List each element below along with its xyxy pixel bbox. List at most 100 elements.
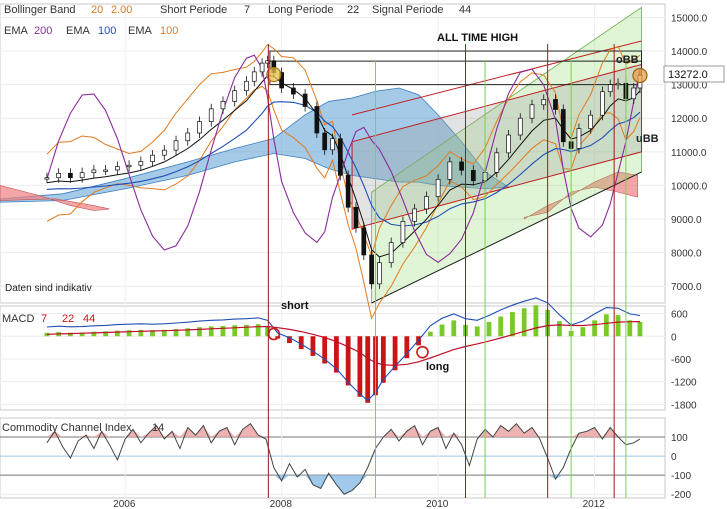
candle-body <box>115 166 120 171</box>
price-tick-label: 14000.0 <box>671 47 708 58</box>
macd-bar <box>103 331 109 337</box>
price-tick-label: 8000.0 <box>671 249 702 260</box>
macd-tick-label: -1800 <box>671 400 697 411</box>
ema100b-value: 100 <box>160 25 178 37</box>
macd-bar <box>185 328 191 337</box>
macd-label: MACD <box>2 313 34 325</box>
macd-bar <box>298 336 304 350</box>
x-tick-label: 2012 <box>583 499 606 509</box>
macd-bar <box>627 320 633 337</box>
candle-body <box>302 93 308 107</box>
macd-long-cross <box>416 345 429 359</box>
cci-tick-label: -100 <box>671 471 691 482</box>
cci-label: Commodity Channel Index <box>2 422 132 434</box>
ath-annotation: ALL TIME HIGH <box>437 32 518 44</box>
candle-body <box>470 169 476 182</box>
axis-labels: 15000.014000.013000.012000.011000.010000… <box>113 13 707 509</box>
candle-body <box>251 71 257 82</box>
macd-bar <box>486 321 492 337</box>
macd-bar <box>345 336 351 386</box>
cci-tick-label: -200 <box>671 490 691 501</box>
candle-body <box>138 161 144 166</box>
price-overlays <box>0 6 643 304</box>
candle-body <box>424 196 429 210</box>
short-label: Short Periode <box>160 4 227 16</box>
price-marker-circle <box>266 66 282 83</box>
macd-bar <box>114 330 120 337</box>
price-tick-label: 12000.0 <box>671 114 708 125</box>
ema100b-label: EMA <box>128 25 153 37</box>
bb-period: 20 <box>91 4 103 16</box>
macd-bar <box>255 324 261 337</box>
long-annotation: long <box>426 361 449 373</box>
ema200-line <box>46 54 641 263</box>
candle-body <box>517 117 523 136</box>
candle-body <box>412 208 417 222</box>
macd-p2: 22 <box>62 313 74 325</box>
macd-bar <box>310 336 316 356</box>
candle-body <box>44 177 50 180</box>
macd-bar <box>150 330 155 337</box>
candle-body <box>588 114 594 129</box>
macd-bar <box>580 327 586 337</box>
candle-body <box>91 169 97 173</box>
candle-body <box>361 227 367 256</box>
price-tick-label: 13000.0 <box>671 81 708 92</box>
macd-bar <box>427 331 433 337</box>
candle-body <box>560 109 566 143</box>
macd-bar <box>392 336 398 371</box>
macd-bar <box>615 315 621 337</box>
candle-body <box>435 179 441 197</box>
cci-line <box>46 422 641 495</box>
current-price: 13272.0 <box>668 69 708 81</box>
price-tick-label: 10000.0 <box>671 181 708 192</box>
candle-body <box>600 91 605 116</box>
short-annotation: short <box>281 300 309 312</box>
candle-body <box>208 108 214 122</box>
candle-body <box>369 254 374 285</box>
macd-bar <box>334 336 339 373</box>
macd-signal-line <box>46 321 641 366</box>
candle-body <box>400 221 406 243</box>
ath-box <box>269 50 643 86</box>
macd-bar <box>126 330 132 337</box>
candle-body <box>197 121 202 134</box>
candle-body <box>259 62 265 73</box>
cci-tick-label: 0 <box>671 452 677 463</box>
ubb-label: uBB <box>636 133 659 145</box>
macd-bar <box>220 326 226 337</box>
candle-body <box>529 104 535 119</box>
macd-line <box>46 297 641 402</box>
bollinger-lower <box>46 85 641 320</box>
ichimoku-cloud <box>0 87 510 203</box>
ema100-label: EMA <box>66 25 91 37</box>
macd-bar <box>365 336 371 403</box>
macd-panel <box>0 305 666 411</box>
signal-vertical-lines <box>267 44 627 498</box>
macd-bar <box>68 332 73 337</box>
candle-body <box>314 106 320 134</box>
macd-bar <box>637 321 643 337</box>
candle-body <box>541 99 547 106</box>
candle-body <box>631 87 637 100</box>
lower-support-line <box>371 171 642 304</box>
candle-body <box>220 101 226 110</box>
bb-stddev: 2.00 <box>111 4 132 16</box>
data-series <box>44 43 648 495</box>
macd-bar <box>287 336 292 344</box>
candle-body <box>79 172 85 179</box>
macd-bar <box>208 326 214 337</box>
disclaimer: Daten sind indikativ <box>5 283 92 294</box>
signal-value: 44 <box>459 4 471 16</box>
bb-label: Bollinger Band <box>4 4 76 16</box>
candle-body <box>103 169 108 172</box>
candle-body <box>506 134 511 154</box>
candle-body <box>291 87 296 95</box>
macd-bar <box>322 336 328 364</box>
obb-label: oBB <box>616 54 639 66</box>
macd-bar <box>357 336 363 397</box>
candle-body <box>185 132 191 142</box>
candle-body <box>353 206 359 229</box>
macd-bar <box>474 326 480 337</box>
macd-bar <box>91 331 97 337</box>
